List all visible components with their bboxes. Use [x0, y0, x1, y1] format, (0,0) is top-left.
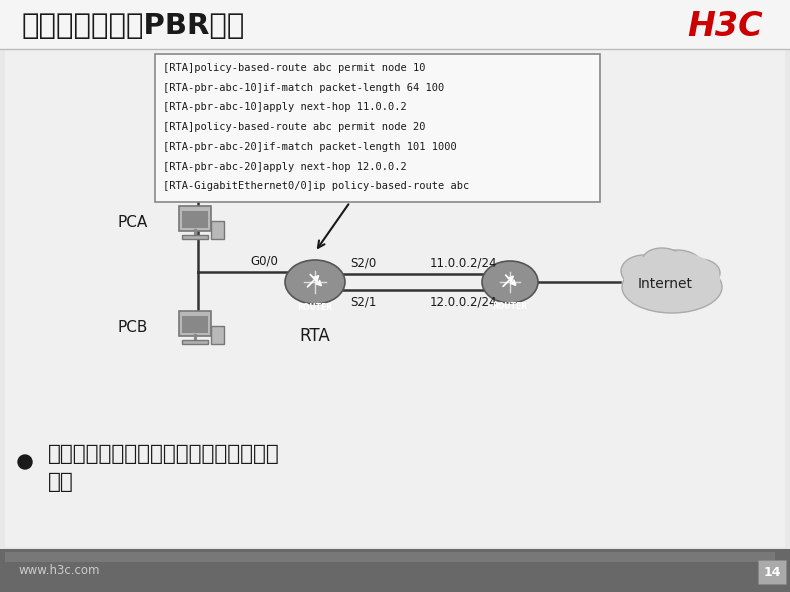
Ellipse shape	[622, 261, 722, 313]
Ellipse shape	[285, 260, 345, 304]
FancyBboxPatch shape	[182, 340, 208, 344]
Circle shape	[18, 455, 32, 469]
Text: S2/1: S2/1	[350, 295, 376, 308]
Text: [RTA-pbr-abc-10]apply next-hop 11.0.0.2: [RTA-pbr-abc-10]apply next-hop 11.0.0.2	[163, 102, 407, 112]
Text: ROUTER: ROUTER	[298, 303, 333, 311]
FancyBboxPatch shape	[211, 221, 224, 239]
Text: www.h3c.com: www.h3c.com	[18, 565, 100, 578]
Text: 根据报文长度的不同，在出接口实现负载: 根据报文长度的不同，在出接口实现负载	[48, 444, 280, 464]
Text: [RTA-pbr-abc-20]if-match packet-length 101 1000: [RTA-pbr-abc-20]if-match packet-length 1…	[163, 142, 457, 152]
FancyBboxPatch shape	[211, 326, 224, 344]
Text: 14: 14	[763, 565, 781, 578]
FancyBboxPatch shape	[155, 54, 600, 202]
Ellipse shape	[652, 250, 702, 280]
Text: Internet: Internet	[638, 277, 693, 291]
Text: [RTA]policy-based-route abc permit node 10: [RTA]policy-based-route abc permit node …	[163, 63, 426, 73]
FancyBboxPatch shape	[179, 206, 211, 231]
Text: [RTA-GigabitEthernet0/0]ip policy-based-route abc: [RTA-GigabitEthernet0/0]ip policy-based-…	[163, 181, 469, 191]
Text: PCB: PCB	[118, 320, 148, 334]
Text: [RTA-pbr-abc-20]apply next-hop 12.0.0.2: [RTA-pbr-abc-20]apply next-hop 12.0.0.2	[163, 162, 407, 172]
FancyBboxPatch shape	[5, 49, 785, 547]
Text: S2/0: S2/0	[350, 256, 376, 269]
FancyBboxPatch shape	[182, 211, 208, 227]
Text: [RTA-pbr-abc-10]if-match packet-length 64 100: [RTA-pbr-abc-10]if-match packet-length 6…	[163, 83, 444, 93]
Text: 基于报文长度的PBR应用: 基于报文长度的PBR应用	[22, 12, 246, 40]
Text: ROUTER: ROUTER	[492, 301, 528, 310]
Text: PCA: PCA	[118, 214, 148, 230]
FancyBboxPatch shape	[182, 234, 208, 239]
Ellipse shape	[621, 255, 667, 287]
Text: H3C: H3C	[687, 9, 763, 43]
Ellipse shape	[482, 261, 538, 303]
FancyBboxPatch shape	[182, 316, 208, 333]
FancyBboxPatch shape	[0, 549, 790, 592]
Ellipse shape	[680, 259, 720, 287]
Text: [RTA]policy-based-route abc permit node 20: [RTA]policy-based-route abc permit node …	[163, 122, 426, 132]
Text: 分担: 分担	[48, 472, 73, 492]
FancyBboxPatch shape	[5, 552, 775, 562]
Text: 12.0.0.2/24: 12.0.0.2/24	[430, 295, 498, 308]
FancyBboxPatch shape	[758, 560, 786, 584]
FancyBboxPatch shape	[179, 311, 211, 336]
Ellipse shape	[643, 248, 681, 270]
FancyBboxPatch shape	[0, 0, 790, 49]
Text: RTA: RTA	[299, 327, 330, 345]
Text: 11.0.0.2/24: 11.0.0.2/24	[430, 256, 498, 269]
Text: G0/0: G0/0	[250, 254, 278, 267]
Ellipse shape	[624, 252, 720, 307]
